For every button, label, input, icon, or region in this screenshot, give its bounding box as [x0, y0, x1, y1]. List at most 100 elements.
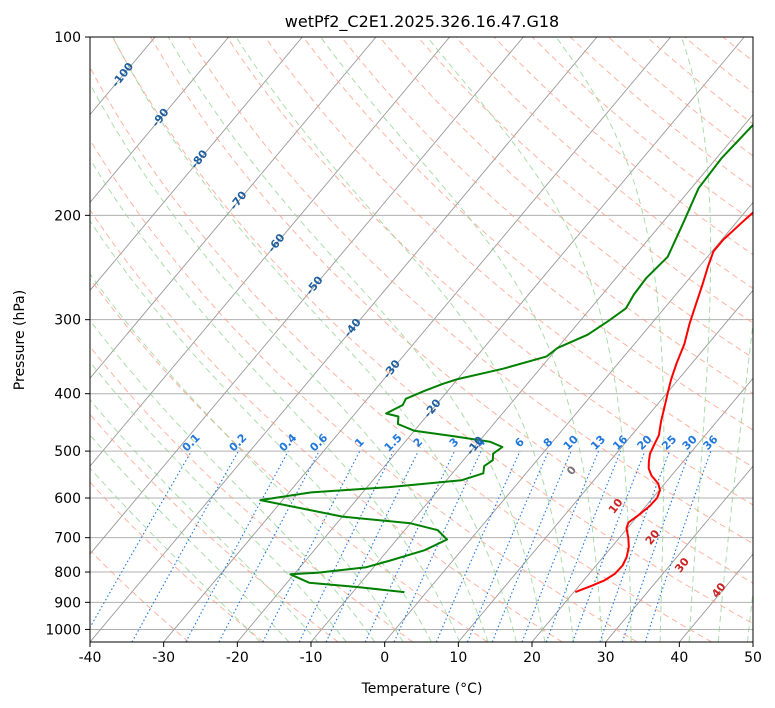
dry-adiabat-line: [188, 37, 753, 545]
dry-adiabat-line: [90, 278, 488, 642]
x-tick-label: 40: [670, 650, 688, 666]
dry-adiabat-line: [90, 481, 264, 642]
dry-adiabat-line: [493, 37, 753, 256]
y-tick-label: 400: [54, 387, 81, 403]
mixing-ratio-label: 30: [680, 432, 700, 452]
sounding-curves: [259, 123, 753, 594]
mixing-ratio-line: [466, 450, 550, 642]
mixing-ratio-label: 10: [561, 432, 581, 452]
dry-adiabat-line: [570, 37, 753, 189]
mixing-ratio-line: [364, 450, 455, 642]
y-tick-label: 800: [54, 565, 81, 581]
mixing-ratio-label: 8: [541, 435, 556, 450]
mixing-ratio-line: [298, 450, 394, 642]
isotherm-line: [531, 377, 753, 642]
mixing-ratio-line: [435, 450, 521, 642]
y-tick-label: 700: [54, 531, 81, 547]
isotherm-line: [457, 289, 753, 642]
moist-adiabat-line: [681, 37, 712, 642]
dry-adiabat-line: [608, 37, 753, 157]
moist-adiabat-line: [90, 220, 432, 642]
dry-adiabat-line: [761, 37, 775, 642]
dry-adiabat-line: [150, 37, 753, 584]
dry-adiabat-line: [684, 37, 753, 94]
dry-adiabat-line: [341, 37, 753, 395]
moist-adiabat-line: [90, 398, 319, 642]
dry-adiabat-line: [112, 37, 753, 625]
y-tick-label: 600: [54, 491, 81, 507]
mixing-ratio-line: [185, 450, 289, 642]
moist-adiabat-label: 10: [606, 496, 626, 516]
dry-adiabat-line: [90, 413, 339, 642]
x-tick-label: -10: [300, 650, 323, 666]
isotherm-line: [0, 37, 8, 642]
line-labels: 0.1 0.2 0.4 0.6 1 1.5 2 3 4 6 8 10 13 16 20 25 30 36-100-…: [109, 60, 729, 601]
y-tick-label: 900: [54, 595, 81, 611]
y-tick-label: 1000: [45, 622, 81, 638]
y-tick-label: 200: [54, 208, 81, 224]
dry-adiabat-line: [646, 37, 753, 125]
mixing-ratio-label: 36: [701, 432, 721, 452]
mixing-ratio-line: [599, 450, 671, 642]
dewpoint-curve: [259, 123, 753, 594]
dry-adiabat-line: [226, 37, 753, 506]
mixing-ratio-label: 1: [352, 435, 367, 450]
plot-frame: [89, 36, 754, 643]
y-axis-title: Pressure (hPa): [12, 290, 28, 390]
dry-adiabat-line: [264, 37, 753, 468]
plot-area: [0, 37, 775, 642]
pressure-gridlines: [90, 37, 753, 630]
dry-adiabat-line: [531, 37, 753, 222]
moist-adiabat-line: [90, 361, 347, 642]
isotherm-lines: [0, 37, 753, 642]
moist-adiabat-line: [320, 37, 603, 642]
mixing-ratio-lines: [90, 450, 712, 642]
temperature-curve: [574, 211, 753, 594]
moist-adiabat-label: 0: [564, 463, 579, 477]
mixing-ratio-line: [131, 450, 239, 642]
isotherm-line: [236, 37, 745, 642]
x-tick-label: 20: [523, 650, 541, 666]
moist-adiabat-line: [90, 82, 489, 642]
mixing-ratio-line: [90, 450, 192, 629]
mixing-ratio-line: [325, 450, 419, 642]
moist-adiabat-line: [555, 37, 665, 642]
x-tick-label: 0: [380, 650, 389, 666]
moist-adiabat-line: [426, 37, 632, 642]
mixing-ratio-label: 25: [659, 433, 679, 453]
moist-adiabat-label: 20: [643, 527, 663, 547]
isotherm-line: [90, 37, 451, 467]
mixing-ratio-line: [393, 450, 482, 642]
dry-adiabat-line: [90, 345, 414, 642]
y-tick-label: 300: [54, 313, 81, 329]
moist-adiabat-line: [90, 273, 404, 642]
dry-adiabat-line: [302, 37, 753, 431]
x-tick-label: -30: [152, 650, 175, 666]
moist-adiabat-label: 40: [709, 580, 729, 600]
mixing-ratio-line: [521, 450, 600, 642]
isotherm-line: [90, 37, 524, 555]
x-axis: -40 -30 -20 -10 0 10 20 30 40 50: [79, 642, 762, 666]
isotherm-line: [310, 113, 753, 642]
dry-adiabat-line: [90, 66, 712, 642]
chart-title: wetPf2_C2E1.2025.326.16.47.G18: [285, 12, 559, 32]
moist-adiabat-line: [90, 434, 290, 642]
x-tick-label: 10: [449, 650, 467, 666]
moist-adiabat-lines: [90, 37, 753, 642]
moist-adiabat-line: [90, 319, 376, 642]
isotherm-line: [90, 37, 230, 204]
moist-adiabat-line: [235, 37, 575, 642]
y-tick-label: 500: [54, 444, 81, 460]
moist-adiabat-line: [717, 319, 753, 642]
y-axis: 100 200 300 400 500 600 700 800 900 1000: [45, 30, 90, 638]
dry-adiabat-line: [417, 37, 753, 324]
mixing-ratio-line: [491, 450, 572, 642]
isotherm-line: [163, 37, 672, 642]
isotherm-line: [384, 201, 753, 642]
x-axis-title: Temperature (°C): [361, 681, 483, 697]
mixing-ratio-line: [218, 450, 320, 642]
moist-adiabat-line: [747, 588, 753, 642]
x-tick-label: 30: [597, 650, 615, 666]
isotherm-line: [605, 465, 753, 642]
